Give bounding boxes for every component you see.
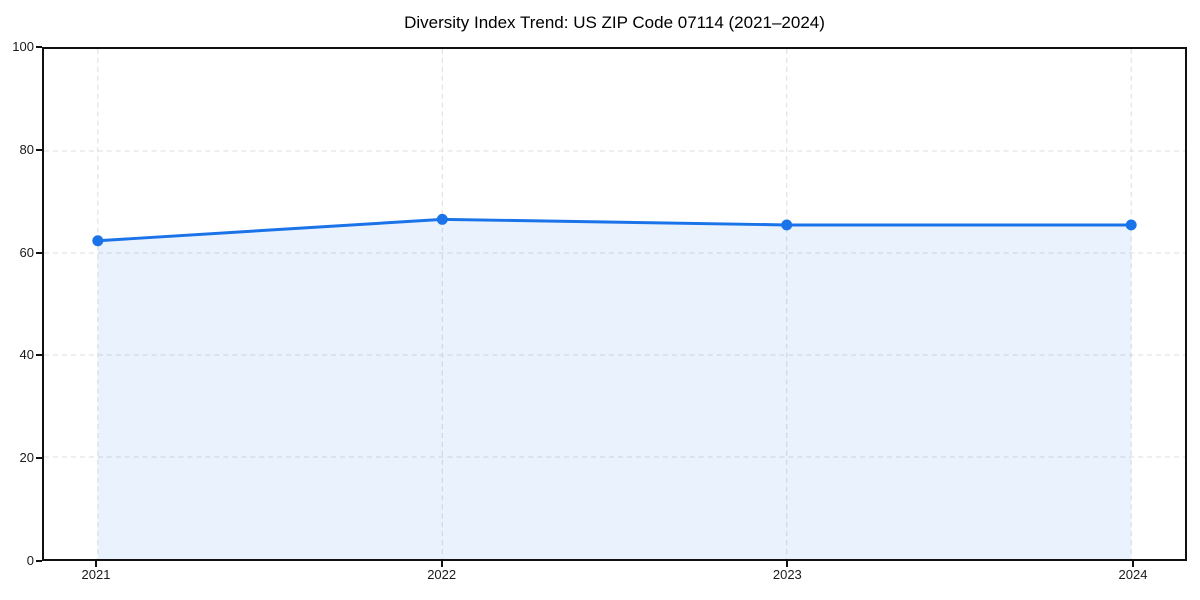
x-tick-label: 2024 xyxy=(1118,567,1148,582)
data-point-marker xyxy=(436,213,448,225)
plot-svg xyxy=(44,49,1185,559)
data-point-marker xyxy=(1125,219,1137,231)
area-fill xyxy=(97,219,1132,559)
x-tick-mark xyxy=(786,561,789,567)
x-tick-mark xyxy=(1132,561,1134,567)
y-tick-mark xyxy=(36,560,42,562)
y-tick-label: 100 xyxy=(12,39,34,54)
y-tick-mark xyxy=(36,46,42,48)
y-tick-mark xyxy=(36,251,42,254)
chart-title: Diversity Index Trend: US ZIP Code 07114… xyxy=(404,13,825,32)
x-tick-mark xyxy=(95,561,97,567)
x-tick-label: 2021 xyxy=(81,567,111,582)
plot-area xyxy=(42,47,1187,561)
trend-line xyxy=(96,217,1133,243)
y-tick-label: 80 xyxy=(19,141,34,157)
x-tick-label: 2023 xyxy=(772,567,802,582)
y-tick-mark xyxy=(36,457,42,460)
y-tick-mark xyxy=(36,148,42,151)
x-tick-label: 2022 xyxy=(427,567,457,582)
y-tick-label: 60 xyxy=(19,244,34,260)
data-point-marker xyxy=(92,235,104,247)
y-tick-label: 20 xyxy=(19,450,34,466)
x-tick-mark xyxy=(440,561,443,567)
y-tick-label: 40 xyxy=(19,347,34,363)
data-point-marker xyxy=(781,219,793,231)
y-tick-mark xyxy=(36,354,42,357)
y-tick-label: 0 xyxy=(26,553,34,568)
